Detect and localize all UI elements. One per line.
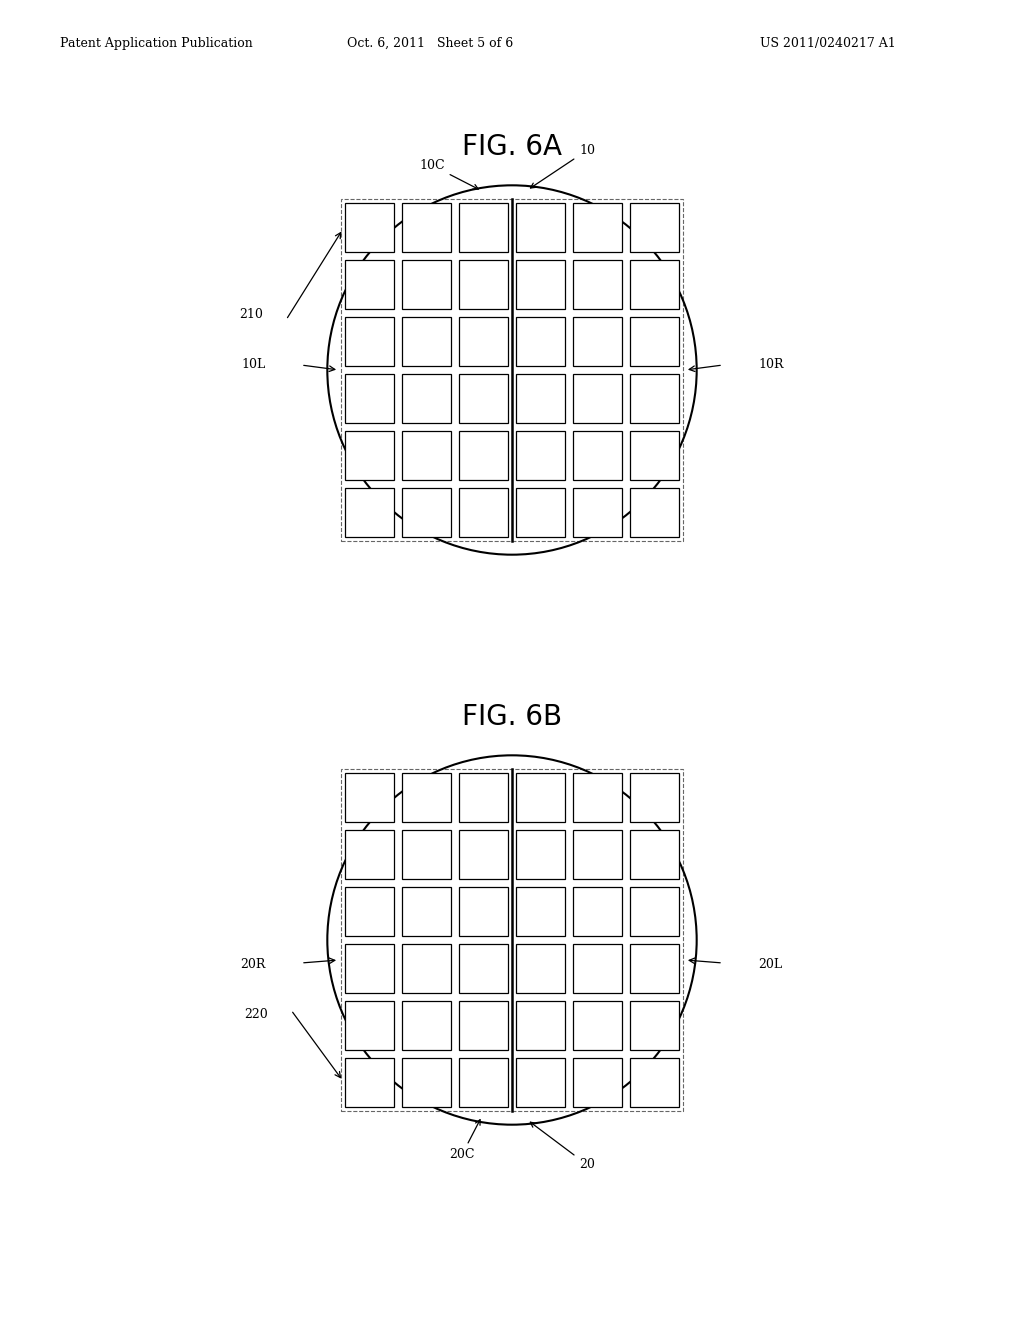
Bar [459,887,508,936]
Bar [459,944,508,993]
Bar [630,772,679,822]
Text: Oct. 6, 2011   Sheet 5 of 6: Oct. 6, 2011 Sheet 5 of 6 [347,37,513,49]
Bar [572,430,623,480]
Bar [341,199,683,541]
Bar [572,1057,623,1107]
Bar [401,944,452,993]
Bar [572,830,623,879]
Bar [516,772,565,822]
Text: 10R: 10R [758,359,783,371]
Bar [345,1001,394,1051]
Bar [572,203,623,252]
Text: 20: 20 [530,1122,595,1171]
Bar [516,830,565,879]
Text: 220: 220 [244,1008,268,1022]
Bar [459,772,508,822]
Bar [572,374,623,424]
Bar [516,1057,565,1107]
Bar [572,887,623,936]
Text: 10L: 10L [242,359,266,371]
Bar [459,830,508,879]
Bar [459,374,508,424]
Bar [345,887,394,936]
Bar [516,1001,565,1051]
Bar [401,1057,452,1107]
Bar [401,487,452,537]
Bar [341,770,683,1111]
Bar [345,772,394,822]
Bar [459,317,508,366]
Bar [572,260,623,309]
Bar [459,260,508,309]
Bar [401,830,452,879]
Bar [401,772,452,822]
Text: 10C: 10C [419,158,478,189]
Text: 10: 10 [530,144,595,187]
Text: 20L: 20L [758,958,782,972]
Bar [516,374,565,424]
Bar [516,487,565,537]
Bar [401,203,452,252]
Bar [630,487,679,537]
Bar [516,430,565,480]
Text: FIG. 6B: FIG. 6B [462,704,562,731]
Bar [516,944,565,993]
Bar [459,1001,508,1051]
Bar [345,487,394,537]
Bar [630,1057,679,1107]
Bar [345,260,394,309]
Bar [459,430,508,480]
Bar [401,317,452,366]
Bar [401,260,452,309]
Text: Patent Application Publication: Patent Application Publication [60,37,253,49]
Bar [516,203,565,252]
Bar [516,260,565,309]
Bar [630,830,679,879]
Bar [459,203,508,252]
Bar [345,1057,394,1107]
Text: 20C: 20C [450,1119,480,1162]
Bar [345,203,394,252]
Bar [630,203,679,252]
Bar [401,887,452,936]
Bar [459,1057,508,1107]
Bar [630,374,679,424]
Bar [516,317,565,366]
Bar [459,487,508,537]
Bar [345,317,394,366]
Bar [630,317,679,366]
Bar [572,487,623,537]
Bar [572,772,623,822]
Text: US 2011/0240217 A1: US 2011/0240217 A1 [760,37,896,49]
Bar [572,944,623,993]
Bar [516,887,565,936]
Bar [630,430,679,480]
Bar [630,260,679,309]
Text: 210: 210 [239,309,263,322]
Bar [572,1001,623,1051]
Bar [630,887,679,936]
Text: FIG. 6A: FIG. 6A [462,133,562,161]
Bar [345,830,394,879]
Bar [572,317,623,366]
Bar [345,944,394,993]
Bar [401,374,452,424]
Bar [345,374,394,424]
Bar [401,430,452,480]
Text: 20R: 20R [241,958,266,972]
Bar [630,944,679,993]
Bar [345,430,394,480]
Bar [401,1001,452,1051]
Bar [630,1001,679,1051]
